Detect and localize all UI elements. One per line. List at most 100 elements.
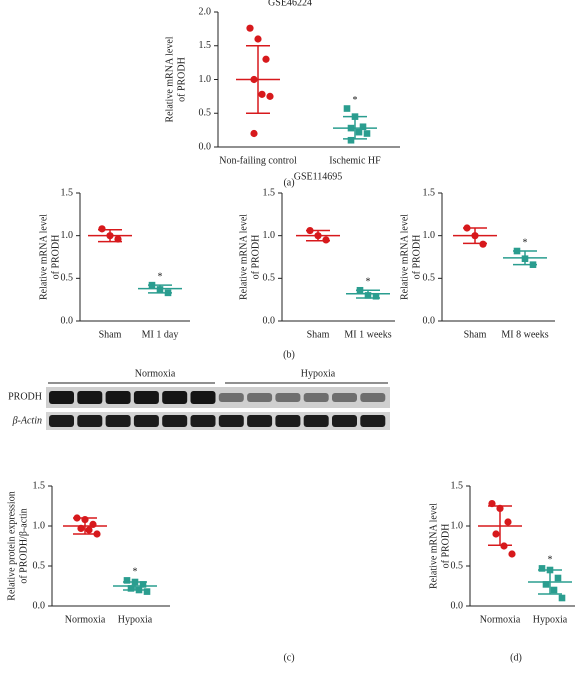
blot-band — [303, 393, 329, 402]
blot-band — [360, 415, 386, 427]
data-point — [372, 292, 380, 300]
data-point — [127, 585, 135, 592]
panel-label: (c) — [283, 652, 294, 663]
y-tick-label: 1.5 — [33, 480, 46, 491]
y-axis-label: Relative mRNA level — [164, 36, 175, 122]
y-axis-label: of PRODH — [250, 235, 261, 280]
panel-label: (d) — [510, 652, 522, 663]
blot-band — [105, 391, 131, 404]
blot-band — [247, 393, 273, 402]
significance-mark: * — [133, 567, 138, 578]
x-tick-label: Hypoxia — [118, 614, 153, 625]
data-point — [114, 235, 122, 243]
data-point — [98, 225, 106, 233]
data-point — [359, 123, 367, 131]
x-tick-label: Normoxia — [480, 614, 521, 625]
blot-band — [275, 415, 301, 427]
y-axis-label: of PRODH — [50, 235, 61, 280]
data-point — [258, 90, 266, 98]
x-tick-label: MI 1 weeks — [344, 329, 391, 340]
significance-mark: * — [158, 271, 163, 282]
data-point — [508, 550, 516, 558]
blot-band — [247, 415, 273, 427]
data-point — [542, 581, 550, 588]
x-tick-label: Sham — [307, 329, 330, 340]
data-point — [246, 24, 254, 32]
y-axis-label: Relative mRNA level — [428, 503, 439, 589]
significance-mark: * — [548, 555, 553, 566]
y-tick-label: 1.5 — [451, 480, 464, 491]
y-tick-label: 0.5 — [199, 108, 212, 119]
x-tick-label: Sham — [99, 329, 122, 340]
y-axis-label: Relative mRNA level — [238, 214, 249, 300]
y-tick-label: 0.0 — [33, 600, 46, 611]
blot-band — [332, 415, 357, 427]
y-axis-label: of PRODH — [440, 524, 451, 569]
x-tick-label: Ischemic HF — [329, 155, 381, 166]
y-tick-label: 1.5 — [61, 187, 74, 198]
x-tick-label: Normoxia — [65, 614, 106, 625]
y-tick-label: 0.5 — [423, 273, 436, 284]
data-point — [504, 518, 512, 526]
blot-band — [190, 415, 216, 427]
y-axis-label: of PRODH — [176, 57, 187, 102]
chart-title: GSE46224 — [268, 0, 312, 8]
data-point — [250, 129, 258, 138]
blot-row-label: PRODH — [8, 391, 42, 402]
blot-band — [105, 415, 131, 427]
blot-band — [218, 393, 244, 402]
blot-band — [162, 391, 188, 404]
blot-band — [133, 391, 159, 404]
blot-band — [332, 393, 357, 402]
blot-group-label: Hypoxia — [301, 368, 336, 379]
y-tick-label: 1.0 — [263, 230, 276, 241]
data-point — [85, 526, 93, 534]
blot-strip — [46, 412, 390, 430]
y-tick-label: 0.0 — [61, 315, 74, 326]
y-tick-label: 0.0 — [423, 315, 436, 326]
data-point — [355, 128, 363, 136]
data-point — [322, 236, 330, 244]
data-point — [266, 92, 274, 100]
blot-band — [77, 391, 103, 404]
western-blot: Normoxia Hypoxia PRODH β-Actin — [8, 368, 390, 430]
blot-strip — [46, 387, 390, 408]
blot-band — [303, 415, 329, 427]
y-tick-label: 1.0 — [199, 74, 212, 85]
data-point — [538, 565, 546, 572]
y-tick-label: 0.0 — [263, 315, 276, 326]
significance-mark: * — [353, 95, 358, 106]
chart-title: GSE114695 — [294, 171, 343, 182]
y-tick-label: 0.0 — [199, 141, 212, 152]
data-point — [343, 105, 351, 112]
data-point — [262, 55, 270, 63]
panel-label: (b) — [283, 349, 295, 360]
blot-group-label: Normoxia — [135, 368, 176, 379]
y-tick-label: 0.5 — [33, 560, 46, 571]
y-tick-label: 0.5 — [451, 560, 464, 571]
data-point — [500, 542, 508, 550]
y-axis-label: Relative protein expression — [6, 491, 17, 600]
x-tick-label: Non-failing control — [219, 155, 297, 166]
significance-mark: * — [366, 277, 371, 288]
data-point — [139, 581, 147, 588]
significance-mark: * — [523, 237, 528, 248]
x-tick-label: MI 1 day — [142, 329, 179, 340]
data-point — [550, 586, 558, 594]
data-point — [558, 594, 566, 602]
blot-band — [77, 415, 103, 427]
data-point — [143, 588, 151, 595]
data-point — [347, 136, 355, 144]
y-tick-label: 1.0 — [451, 520, 464, 531]
y-tick-label: 2.0 — [199, 6, 212, 17]
data-point — [123, 577, 131, 584]
data-point — [554, 574, 562, 582]
blot-band — [49, 415, 74, 427]
y-tick-label: 0.0 — [451, 600, 464, 611]
x-tick-label: MI 8 weeks — [501, 329, 548, 340]
y-axis-label: of PRODH — [411, 235, 422, 280]
data-point — [479, 240, 487, 248]
data-point — [254, 35, 262, 43]
blot-row-label: β-Actin — [12, 415, 42, 426]
